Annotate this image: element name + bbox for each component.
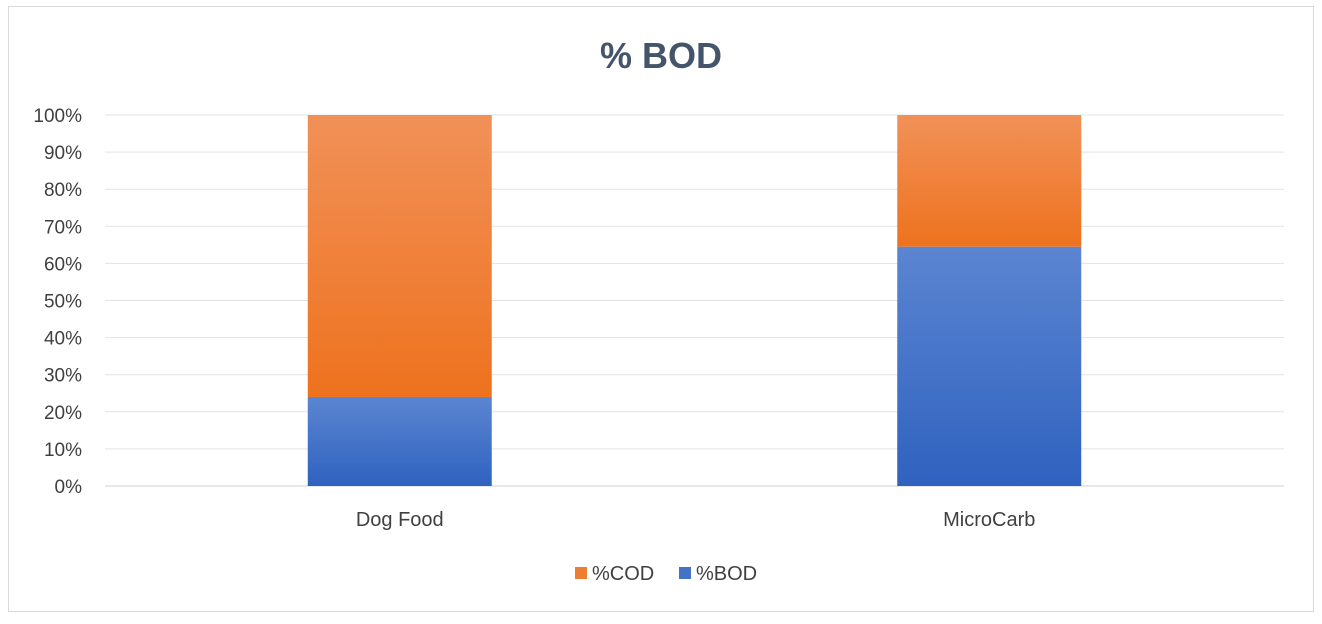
x-axis-category-labels: Dog Food MicroCarb	[356, 509, 1036, 531]
y-tick-label: 10%	[44, 440, 82, 461]
bar-segment-bod-microcarb	[897, 246, 1082, 486]
x-category-label: Dog Food	[356, 509, 444, 531]
legend: %COD %BOD	[575, 563, 757, 585]
y-axis-tick-labels: 0% 10% 20% 30% 40% 50% 60% 70% 80% 90% 100%	[33, 106, 82, 498]
legend-label-cod: %COD	[592, 563, 654, 585]
y-tick-label: 80%	[44, 180, 82, 201]
legend-swatch-cod	[575, 567, 587, 579]
bar-segment-cod-dog-food	[307, 115, 492, 397]
legend-swatch-bod	[679, 567, 691, 579]
y-tick-label: 50%	[44, 292, 82, 313]
y-tick-label: 60%	[44, 254, 82, 275]
chart-frame	[8, 6, 1314, 612]
x-category-label: MicroCarb	[943, 509, 1035, 531]
y-tick-label: 40%	[44, 329, 82, 350]
gridlines	[105, 114, 1284, 487]
bar-segment-bod-dog-food	[307, 396, 492, 486]
legend-label-bod: %BOD	[696, 563, 757, 585]
bars	[307, 115, 1082, 486]
y-tick-label: 70%	[44, 217, 82, 238]
y-tick-label: 0%	[55, 477, 83, 498]
bar-segment-cod-microcarb	[897, 115, 1082, 247]
chart-title: % BOD	[600, 35, 722, 76]
y-tick-label: 90%	[44, 143, 82, 164]
y-tick-label: 20%	[44, 403, 82, 424]
y-tick-label: 30%	[44, 366, 82, 387]
y-tick-label: 100%	[33, 106, 82, 127]
